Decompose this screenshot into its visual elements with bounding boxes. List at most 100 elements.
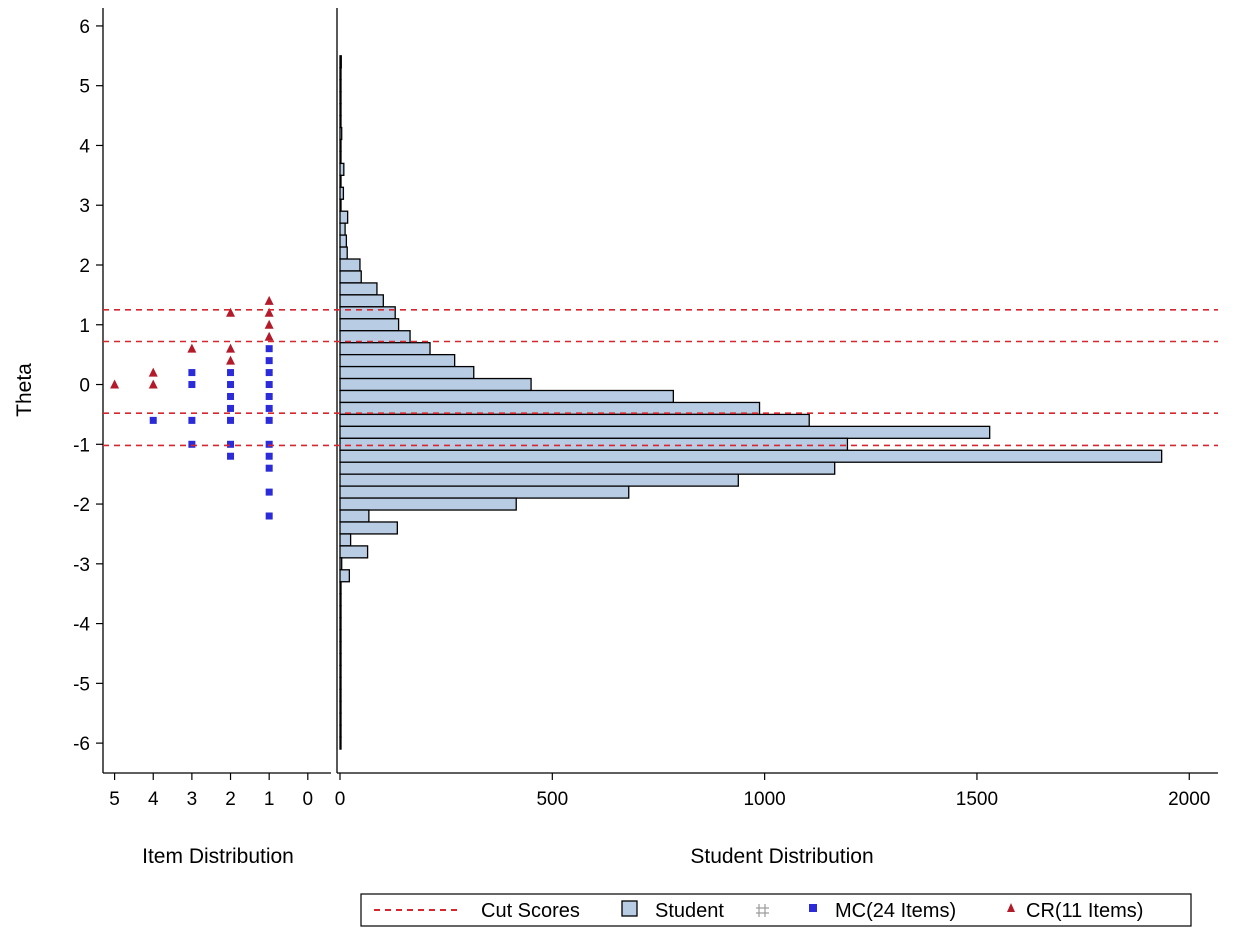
student-bar bbox=[339, 150, 342, 165]
student-bar bbox=[339, 437, 849, 451]
student-bar bbox=[339, 126, 343, 141]
student-bar bbox=[339, 318, 400, 332]
student-bar bbox=[339, 234, 348, 248]
mc-item-marker bbox=[265, 357, 273, 365]
y-tick-label: -3 bbox=[73, 555, 90, 576]
item-x-tick-label: 5 bbox=[109, 789, 120, 810]
student-bar bbox=[339, 55, 342, 69]
legend-cr-swatch bbox=[1007, 903, 1015, 912]
y-tick-label: 0 bbox=[79, 376, 90, 397]
y-tick-label: -2 bbox=[73, 495, 90, 516]
student-x-tick-label: 1500 bbox=[956, 789, 998, 810]
y-tick-label: -4 bbox=[73, 615, 90, 636]
mc-item-marker bbox=[227, 440, 235, 448]
student-bar bbox=[339, 246, 348, 260]
mc-item-marker bbox=[265, 488, 273, 496]
mc-item-marker bbox=[227, 381, 235, 389]
item-distribution-panel bbox=[110, 295, 274, 520]
student-bar bbox=[339, 557, 343, 571]
cr-item-marker bbox=[187, 343, 197, 353]
student-bar bbox=[339, 736, 342, 750]
cr-item-marker bbox=[264, 319, 274, 329]
student-bar bbox=[339, 413, 810, 428]
student-bar bbox=[339, 640, 342, 655]
student-bar bbox=[339, 222, 346, 236]
mc-item-marker bbox=[265, 404, 273, 412]
student-bar bbox=[339, 270, 362, 284]
student-x-tick-label: 2000 bbox=[1168, 789, 1210, 810]
y-tick-label: 1 bbox=[79, 316, 90, 337]
student-bar bbox=[339, 198, 342, 212]
student-bar bbox=[339, 509, 370, 523]
student-bar bbox=[339, 485, 630, 499]
legend: Cut Scores Student MC(24 Items) CR(11 It… bbox=[360, 893, 1192, 927]
student-bar bbox=[339, 664, 342, 679]
student-bar bbox=[339, 497, 517, 511]
student-bar bbox=[339, 282, 378, 296]
student-bar bbox=[339, 294, 384, 308]
legend-student-label: Student bbox=[655, 900, 724, 922]
legend-student-swatch bbox=[621, 900, 638, 917]
student-bar bbox=[339, 162, 345, 176]
cr-item-marker bbox=[226, 343, 236, 353]
student-x-tick-label: 1000 bbox=[743, 789, 785, 810]
student-bar bbox=[339, 365, 475, 380]
y-tick-label: 6 bbox=[79, 17, 90, 38]
y-tick-label: -5 bbox=[73, 674, 90, 695]
mc-item-marker bbox=[265, 392, 273, 400]
student-bar bbox=[339, 688, 342, 702]
cr-item-marker bbox=[110, 379, 120, 389]
y-tick-label: -6 bbox=[73, 734, 90, 755]
student-bar bbox=[339, 138, 342, 153]
legend-blank-icon bbox=[756, 904, 769, 917]
cr-item-marker bbox=[148, 379, 158, 389]
mc-item-marker bbox=[227, 404, 235, 412]
student-bar bbox=[339, 712, 342, 726]
y-tick-label: -1 bbox=[73, 435, 90, 456]
student-bar bbox=[339, 605, 342, 619]
student-bar bbox=[339, 186, 345, 200]
mc-item-marker bbox=[265, 464, 273, 472]
mc-item-marker bbox=[265, 416, 273, 424]
mc-item-marker bbox=[188, 369, 196, 377]
legend-mc-swatch bbox=[809, 904, 817, 912]
cut-score-lines bbox=[103, 309, 1218, 447]
mc-item-marker bbox=[265, 452, 273, 460]
student-bar bbox=[339, 210, 349, 224]
student-bar bbox=[339, 652, 342, 667]
y-tick-label: 3 bbox=[79, 196, 90, 217]
student-bar bbox=[339, 306, 396, 320]
mc-item-marker bbox=[188, 381, 196, 389]
student-bar bbox=[339, 258, 361, 272]
mc-item-marker bbox=[227, 392, 235, 400]
item-x-tick-label: 4 bbox=[148, 789, 159, 810]
mc-item-marker bbox=[265, 345, 273, 353]
student-bar bbox=[339, 676, 342, 690]
cr-item-marker bbox=[264, 295, 274, 305]
student-bar bbox=[339, 724, 342, 738]
mc-item-marker bbox=[149, 416, 157, 424]
student-bar bbox=[339, 628, 342, 643]
student-bar bbox=[339, 569, 350, 583]
student-bar bbox=[339, 425, 991, 439]
student-bar bbox=[339, 533, 352, 547]
y-tick-label: 5 bbox=[79, 77, 90, 98]
mc-item-marker bbox=[227, 416, 235, 424]
student-bar bbox=[339, 353, 456, 368]
student-bar bbox=[339, 545, 369, 559]
cr-item-marker bbox=[148, 367, 158, 377]
student-bar bbox=[339, 593, 342, 607]
mc-item-marker bbox=[188, 440, 196, 448]
student-distribution-title: Student Distribution bbox=[690, 845, 873, 868]
student-bar bbox=[339, 102, 342, 117]
item-x-tick-label: 0 bbox=[303, 789, 314, 810]
y-axis-title: Theta bbox=[13, 363, 36, 417]
mc-item-marker bbox=[227, 452, 235, 460]
y-tick-label: 4 bbox=[79, 136, 90, 157]
student-bar bbox=[339, 461, 836, 475]
student-bar bbox=[339, 473, 739, 487]
legend-mc-label: MC(24 Items) bbox=[835, 900, 956, 922]
item-x-tick-label: 3 bbox=[187, 789, 198, 810]
student-bar bbox=[339, 377, 532, 392]
